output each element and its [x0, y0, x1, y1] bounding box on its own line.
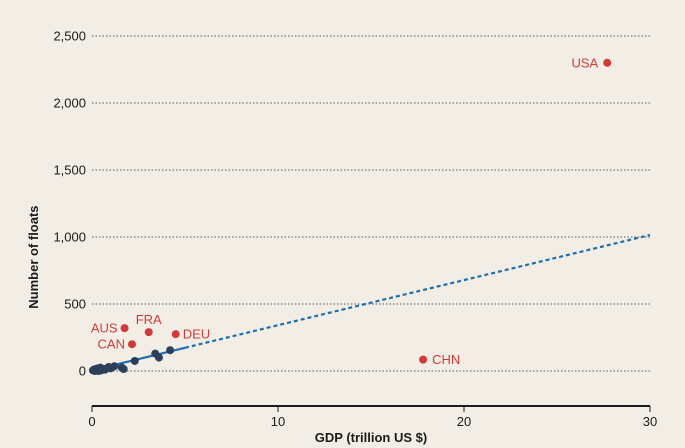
y-tick-label: 500	[64, 297, 86, 312]
point-label-chn: CHN	[432, 352, 460, 367]
y-axis-title: Number of floats	[26, 205, 41, 308]
point-label-fra: FRA	[136, 312, 162, 327]
y-tick-label: 1,500	[53, 163, 86, 178]
x-tick-label: 10	[271, 414, 285, 429]
point-label-usa: USA	[571, 55, 598, 70]
point-label-deu: DEU	[183, 327, 210, 342]
x-axis-title: GDP (trillion US $)	[315, 430, 427, 445]
y-tick-label: 2,000	[53, 96, 86, 111]
data-point	[119, 364, 128, 373]
data-point	[154, 353, 163, 362]
x-tick-label: 30	[643, 414, 657, 429]
highlight-point-chn	[419, 355, 428, 364]
data-point	[166, 346, 175, 355]
data-point	[110, 362, 119, 371]
trend-line-dashed	[184, 233, 651, 349]
y-tick-label: 1,000	[53, 230, 86, 245]
data-point	[130, 356, 139, 365]
y-tick-label: 0	[79, 364, 86, 379]
highlight-point-aus	[120, 324, 129, 333]
highlight-point-usa	[603, 58, 612, 67]
y-tick-label: 2,500	[53, 29, 86, 44]
x-tick-label: 20	[457, 414, 471, 429]
point-label-can: CAN	[98, 337, 125, 352]
highlight-point-can	[127, 340, 136, 349]
x-tick-label: 0	[88, 414, 95, 429]
highlight-point-fra	[144, 328, 153, 337]
point-label-aus: AUS	[91, 321, 118, 336]
highlight-point-deu	[171, 330, 180, 339]
